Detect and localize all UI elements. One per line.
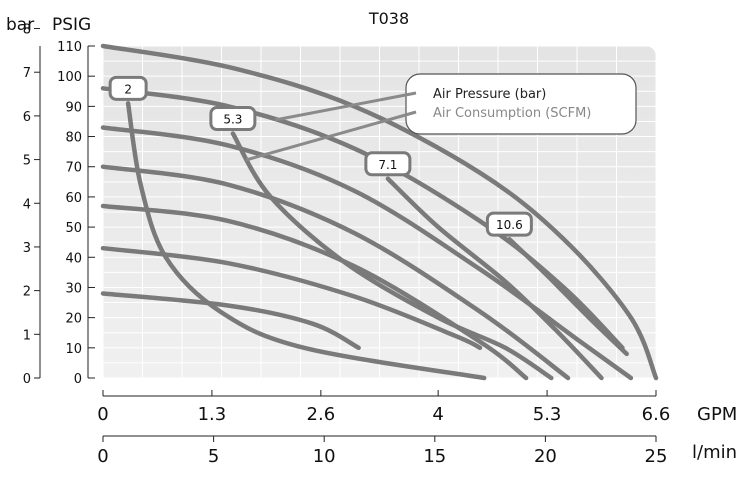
- lmin-tick-label: 10: [313, 446, 336, 467]
- consumption-label-text: 2: [124, 82, 132, 96]
- bar-tick-label: 6: [23, 110, 31, 125]
- legend-leader-pressure: [274, 91, 417, 122]
- lmin-tick-label: 15: [423, 446, 446, 467]
- lmin-tick-label: 20: [534, 446, 557, 467]
- lmin-tick-label: 0: [97, 446, 108, 467]
- gpm-tick-label: 4: [432, 404, 443, 425]
- legend-entry-air-consumption: Air Consumption (SCFM): [433, 106, 591, 121]
- gpm-tick-label: 6.6: [642, 404, 671, 425]
- psig-axis-label: PSIG: [52, 15, 91, 35]
- psig-tick-label: 40: [65, 251, 82, 266]
- air-consumption-curve: [125, 101, 487, 381]
- psig-tick-label: 20: [65, 312, 82, 327]
- psig-tick-label: 50: [65, 221, 82, 236]
- psig-tick-label: 80: [65, 131, 82, 146]
- legend-leader-consumption: [245, 110, 417, 162]
- lmin-tick-label: 25: [645, 446, 668, 467]
- psig-tick-label: 100: [57, 70, 82, 85]
- air-pressure-curve: [100, 164, 571, 381]
- consumption-label-text: 5.3: [223, 113, 242, 127]
- gpm-tick-label: 1.3: [198, 404, 227, 425]
- psig-tick-label: 10: [65, 342, 82, 357]
- bar-tick-label: 7: [23, 66, 31, 81]
- psig-tick-label: 60: [65, 191, 82, 206]
- bar-tick-label: 2: [23, 285, 31, 300]
- legend-box: [405, 73, 637, 135]
- consumption-label-box: [209, 106, 257, 132]
- bar-tick-label: 0: [23, 372, 31, 387]
- air-pressure-curve: [100, 125, 634, 381]
- gpm-axis-label: GPM: [697, 404, 737, 425]
- psig-tick-label: 110: [57, 40, 82, 55]
- legend-entry-air-pressure: Air Pressure (bar): [433, 87, 546, 102]
- consumption-label-box: [485, 211, 533, 237]
- gpm-tick-label: 0: [97, 404, 108, 425]
- gpm-tick-label: 2.6: [307, 404, 336, 425]
- bar-tick-label: 5: [23, 154, 31, 169]
- air-pressure-curve: [100, 43, 659, 381]
- psig-tick-label: 90: [65, 100, 82, 115]
- consumption-label-text: 10.6: [496, 218, 523, 232]
- lmin-axis-label: l/min: [692, 442, 737, 463]
- bar-axis-label: bar: [6, 15, 34, 35]
- psig-tick-label: 70: [65, 161, 82, 176]
- air-pressure-curve: [100, 245, 483, 351]
- bar-tick-label: 8: [23, 23, 31, 38]
- consumption-label-box: [108, 75, 148, 101]
- bar-tick-label: 1: [23, 328, 31, 343]
- consumption-label-box: [364, 151, 412, 177]
- air-consumption-curve: [507, 236, 629, 357]
- gpm-tick-label: 5.3: [533, 404, 562, 425]
- consumption-label-text: 7.1: [378, 158, 397, 172]
- lmin-tick-label: 5: [208, 446, 219, 467]
- chart-title: T038: [368, 9, 409, 28]
- bar-tick-label: 3: [23, 241, 31, 256]
- bar-tick-label: 4: [23, 197, 31, 212]
- air-pressure-curve: [100, 291, 361, 351]
- air-consumption-curve: [385, 176, 604, 381]
- air-consumption-curve: [230, 131, 554, 381]
- psig-tick-label: 0: [74, 372, 82, 387]
- psig-tick-label: 30: [65, 281, 82, 296]
